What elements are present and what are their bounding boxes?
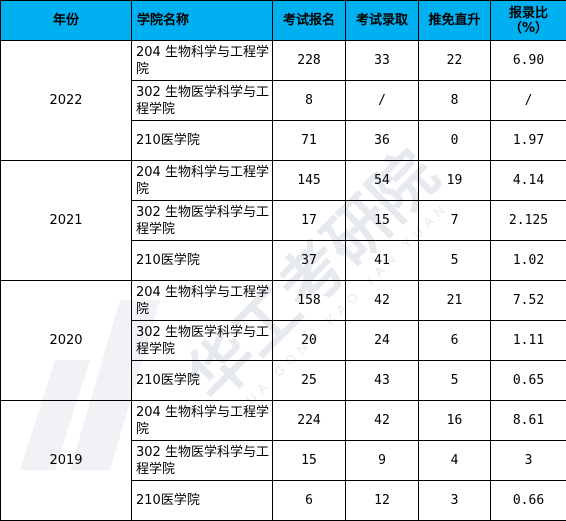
exempt-cell: 8 xyxy=(418,80,491,121)
admitted-cell: 54 xyxy=(345,160,419,201)
header-admitted: 考试录取 xyxy=(345,0,419,41)
admitted-cell: 43 xyxy=(345,360,419,401)
school-cell: 302 生物医学科学与工程学院 xyxy=(131,80,273,121)
exempt-cell: 16 xyxy=(418,400,491,441)
table-row: 2021 204 生物科学与工程学院 145 54 19 4.14 xyxy=(0,160,566,281)
exempt-cell: 5 xyxy=(418,240,491,281)
exempt-cell: 19 xyxy=(418,160,491,201)
ratio-cell: 0.66 xyxy=(490,480,566,521)
admitted-cell: / xyxy=(345,80,419,121)
exempt-cell: 21 xyxy=(418,280,491,321)
header-applicants: 考试报名 xyxy=(272,0,346,41)
school-cell: 302 生物医学科学与工程学院 xyxy=(131,440,273,481)
ratio-cell: 3 xyxy=(490,440,566,481)
table-row: 210医学院 6 12 3 0.66 xyxy=(1,480,566,521)
applicants-cell: 228 xyxy=(272,40,346,81)
exempt-cell: 6 xyxy=(418,320,491,361)
admitted-cell: 42 xyxy=(345,280,419,321)
exempt-cell: 7 xyxy=(418,200,491,241)
admitted-cell: 15 xyxy=(345,200,419,241)
ratio-cell: 7.52 xyxy=(490,280,566,321)
applicants-cell: 20 xyxy=(272,320,346,361)
school-cell: 210医学院 xyxy=(131,480,273,521)
admitted-cell: 36 xyxy=(345,120,419,161)
applicants-cell: 158 xyxy=(272,280,346,321)
ratio-cell: / xyxy=(490,80,566,121)
admitted-cell: 42 xyxy=(345,400,419,441)
year-cell: 2021 xyxy=(0,160,132,281)
school-cell: 204 生物科学与工程学院 xyxy=(131,40,273,81)
applicants-cell: 25 xyxy=(272,360,346,401)
admitted-cell: 12 xyxy=(345,480,419,521)
ratio-cell: 1.11 xyxy=(490,320,566,361)
table-row: 210医学院 71 36 0 1.97 xyxy=(1,120,566,161)
school-cell: 302 生物医学科学与工程学院 xyxy=(131,200,273,241)
ratio-cell: 1.97 xyxy=(490,120,566,161)
applicants-cell: 224 xyxy=(272,400,346,441)
header-year: 年份 xyxy=(0,0,132,41)
header-school: 学院名称 xyxy=(131,0,273,41)
year-cell: 2020 xyxy=(0,280,132,401)
ratio-cell: 8.61 xyxy=(490,400,566,441)
exempt-cell: 0 xyxy=(418,120,491,161)
table-row: 302 生物医学科学与工程学院 20 24 6 1.11 xyxy=(1,320,566,361)
header-ratio-line1: 报录比 xyxy=(508,5,548,21)
school-cell: 210医学院 xyxy=(131,120,273,161)
table-row: 2020 204 生物科学与工程学院 158 42 21 7.52 xyxy=(0,280,566,401)
exempt-cell: 5 xyxy=(418,360,491,401)
year-cell: 2022 xyxy=(0,40,132,161)
header-ratio: 报录比 （%） xyxy=(490,0,566,41)
applicants-cell: 17 xyxy=(272,200,346,241)
header-row: 年份 学院名称 考试报名 考试录取 推免直升 报录比 （%） xyxy=(0,0,566,41)
table-row: 210医学院 37 41 5 1.02 xyxy=(1,240,566,281)
admitted-cell: 24 xyxy=(345,320,419,361)
school-cell: 210医学院 xyxy=(131,240,273,281)
applicants-cell: 37 xyxy=(272,240,346,281)
ratio-cell: 6.90 xyxy=(490,40,566,81)
ratio-cell: 2.125 xyxy=(490,200,566,241)
ratio-cell: 0.65 xyxy=(490,360,566,401)
header-ratio-line2: （%） xyxy=(508,20,549,36)
applicants-cell: 145 xyxy=(272,160,346,201)
ratio-cell: 1.02 xyxy=(490,240,566,281)
applicants-cell: 71 xyxy=(272,120,346,161)
header-exempt: 推免直升 xyxy=(418,0,491,41)
exempt-cell: 4 xyxy=(418,440,491,481)
applicants-cell: 8 xyxy=(272,80,346,121)
table-row: 302 生物医学科学与工程学院 8/8/ xyxy=(1,80,566,121)
table-row: 210医学院 25 43 5 0.65 xyxy=(1,360,566,401)
school-cell: 204 生物科学与工程学院 xyxy=(131,280,273,321)
admitted-cell: 9 xyxy=(345,440,419,481)
school-cell: 204 生物科学与工程学院 xyxy=(131,400,273,441)
table-row: 2019 204 生物科学与工程学院 224 42 16 8.61 xyxy=(0,400,566,521)
applicants-cell: 15 xyxy=(272,440,346,481)
exempt-cell: 3 xyxy=(418,480,491,521)
exempt-cell: 22 xyxy=(418,40,491,81)
school-cell: 204 生物科学与工程学院 xyxy=(131,160,273,201)
applicants-cell: 6 xyxy=(272,480,346,521)
ratio-cell: 4.14 xyxy=(490,160,566,201)
school-cell: 210医学院 xyxy=(131,360,273,401)
school-cell: 302 生物医学科学与工程学院 xyxy=(131,320,273,361)
admitted-cell: 33 xyxy=(345,40,419,81)
year-cell: 2019 xyxy=(0,400,132,521)
table-row: 2022 204 生物科学与工程学院 228 33 22 6.90 xyxy=(0,40,566,161)
admitted-cell: 41 xyxy=(345,240,419,281)
